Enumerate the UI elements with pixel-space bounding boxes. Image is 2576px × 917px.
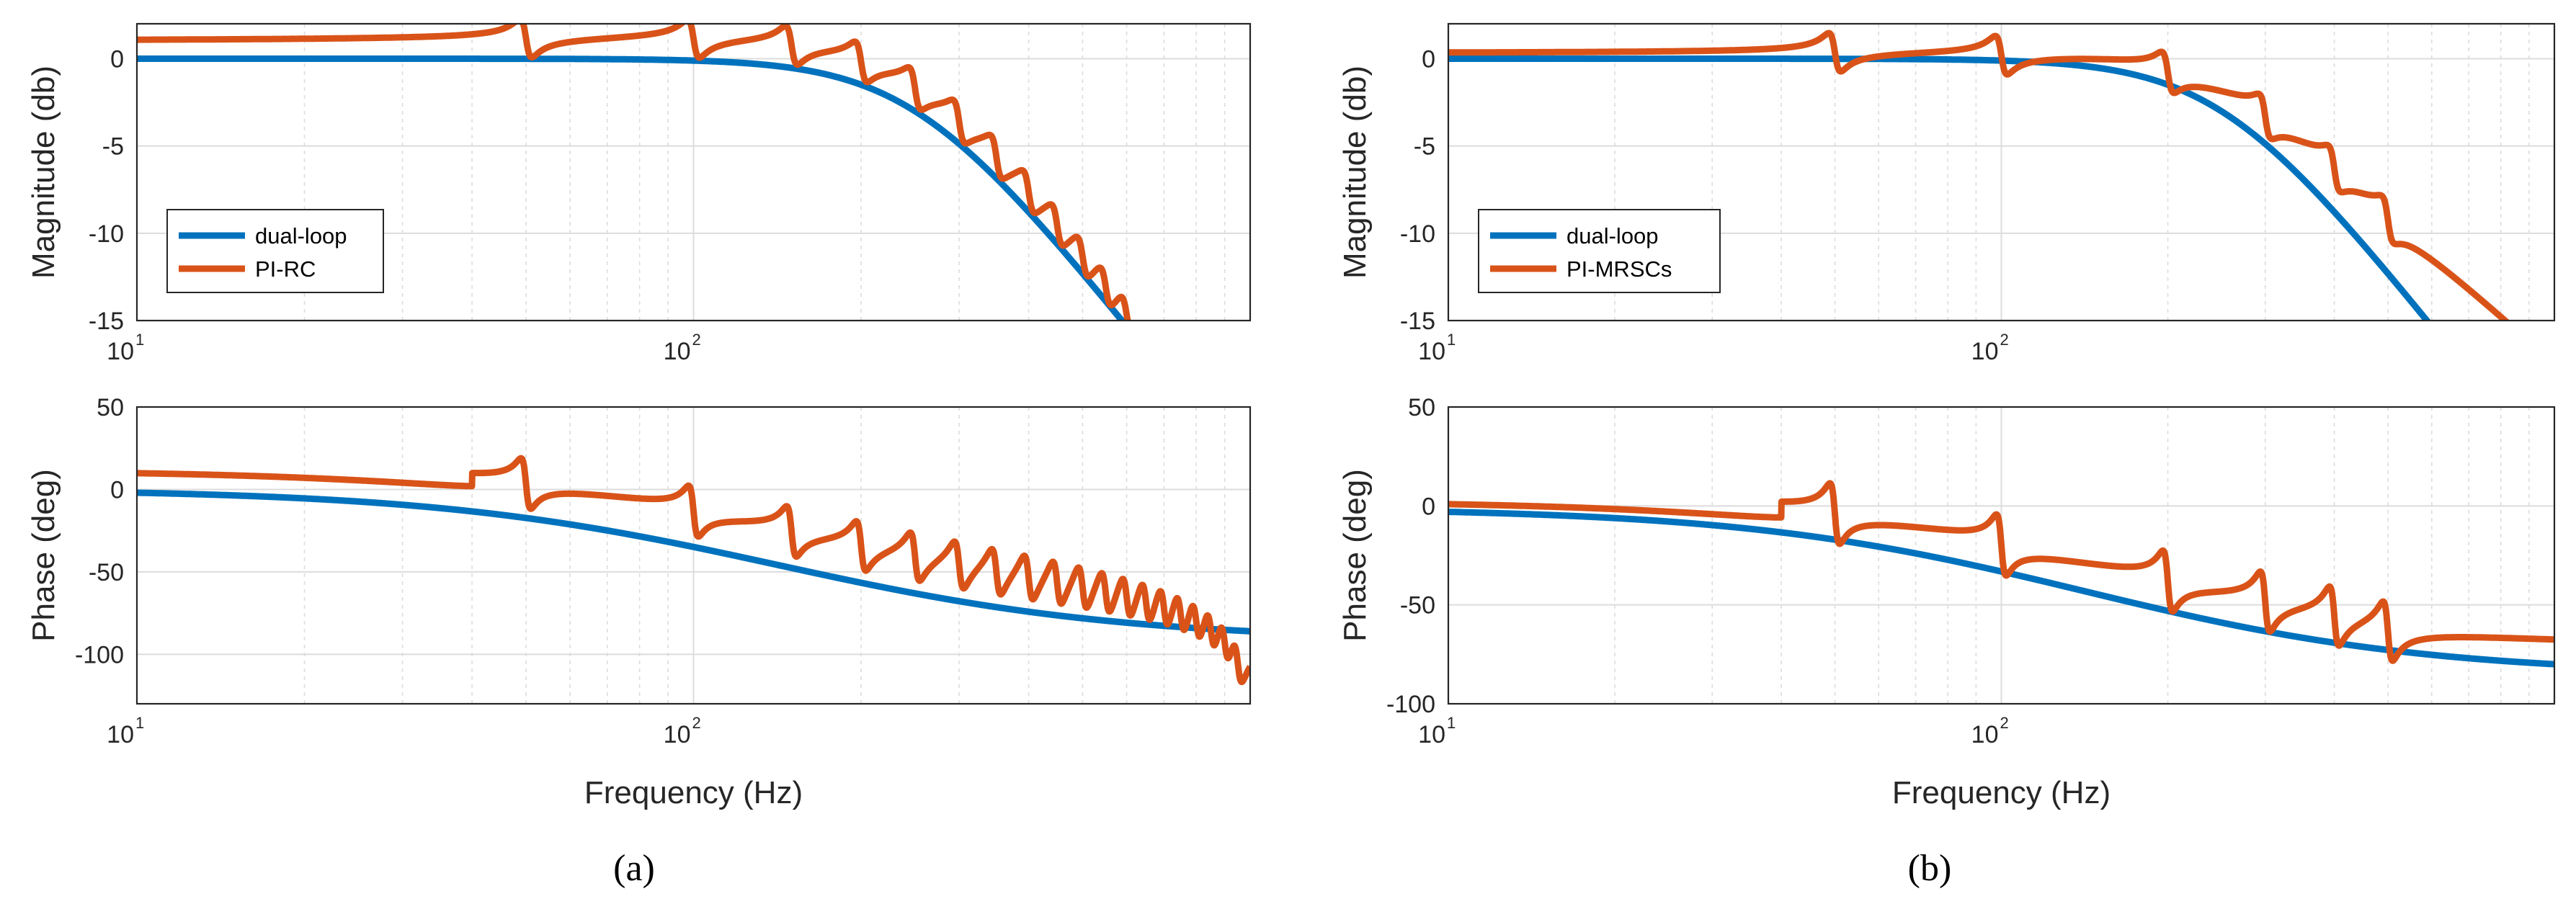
xtick-exponent: 1 <box>1447 331 1456 349</box>
xtick-exponent: 2 <box>2000 714 2009 732</box>
legend-box <box>166 209 384 293</box>
series-group <box>137 24 1131 321</box>
x-axis-label: Frequency (Hz) <box>1892 775 2111 810</box>
xtick-exponent: 2 <box>692 714 701 732</box>
ytick-label: -10 <box>1400 220 1435 248</box>
series-group <box>1448 480 2554 668</box>
ytick-label: 0 <box>110 45 124 73</box>
legend-box <box>1478 209 1721 293</box>
xtick-label: 10 <box>107 338 134 365</box>
xtick-label: 10 <box>664 338 691 365</box>
series-group <box>137 455 1250 686</box>
legend-label: PI-MRSCs <box>1566 256 1672 282</box>
y-axis-label: Magnitude (db) <box>26 66 61 279</box>
xtick-exponent: 1 <box>135 331 144 349</box>
y-axis-label: Magnitude (db) <box>1337 66 1373 279</box>
series-group <box>1448 30 2510 321</box>
ytick-label: 0 <box>1422 45 1435 73</box>
xtick-label: 10 <box>1971 338 1999 365</box>
series-line-PI-MRSCs <box>1448 30 2510 321</box>
xtick-label: 10 <box>1418 721 1445 748</box>
legend-label: dual-loop <box>1566 223 1659 249</box>
y-axis-label: Phase (deg) <box>26 469 61 642</box>
xtick-label: 10 <box>664 721 691 748</box>
xtick-label: 10 <box>1971 721 1999 748</box>
axes-frame <box>1447 406 2556 705</box>
series-line-PI-RC <box>137 455 1250 686</box>
x-axis-label: Frequency (Hz) <box>584 775 803 810</box>
ytick-label: -10 <box>89 220 124 248</box>
ytick-label: -15 <box>89 308 124 335</box>
series-line-dual-loop <box>137 489 1250 635</box>
ytick-label: 50 <box>1408 394 1435 421</box>
ytick-label: -100 <box>1386 691 1435 718</box>
series-line-dual-loop <box>137 55 1126 321</box>
xtick-exponent: 2 <box>2000 331 2009 349</box>
ytick-label: -50 <box>89 559 124 586</box>
y-axis-label: Phase (deg) <box>1337 469 1373 642</box>
xtick-label: 10 <box>107 721 134 748</box>
ytick-label: 0 <box>1422 493 1435 520</box>
legend-label: PI-RC <box>255 256 316 282</box>
xtick-exponent: 1 <box>135 714 144 732</box>
axes-frame <box>1447 22 2556 322</box>
xtick-label: 10 <box>1418 338 1445 365</box>
ytick-label: -100 <box>75 641 124 668</box>
ytick-label: 0 <box>110 476 124 504</box>
caption-a: (a) <box>613 848 655 889</box>
series-line-PI-MRSCs <box>1448 480 2554 664</box>
ytick-label: -5 <box>1414 133 1435 161</box>
xtick-exponent: 1 <box>1447 714 1456 732</box>
xtick-exponent: 2 <box>692 331 701 349</box>
axes-frame <box>135 22 1252 322</box>
caption-b: (b) <box>1908 848 1952 889</box>
ytick-label: 50 <box>97 394 124 421</box>
ytick-label: -15 <box>1400 308 1435 335</box>
ytick-label: -5 <box>102 133 124 161</box>
legend-label: dual-loop <box>255 223 347 249</box>
ytick-label: -50 <box>1400 592 1435 619</box>
series-line-PI-RC <box>137 24 1131 321</box>
axes-frame <box>135 406 1252 705</box>
